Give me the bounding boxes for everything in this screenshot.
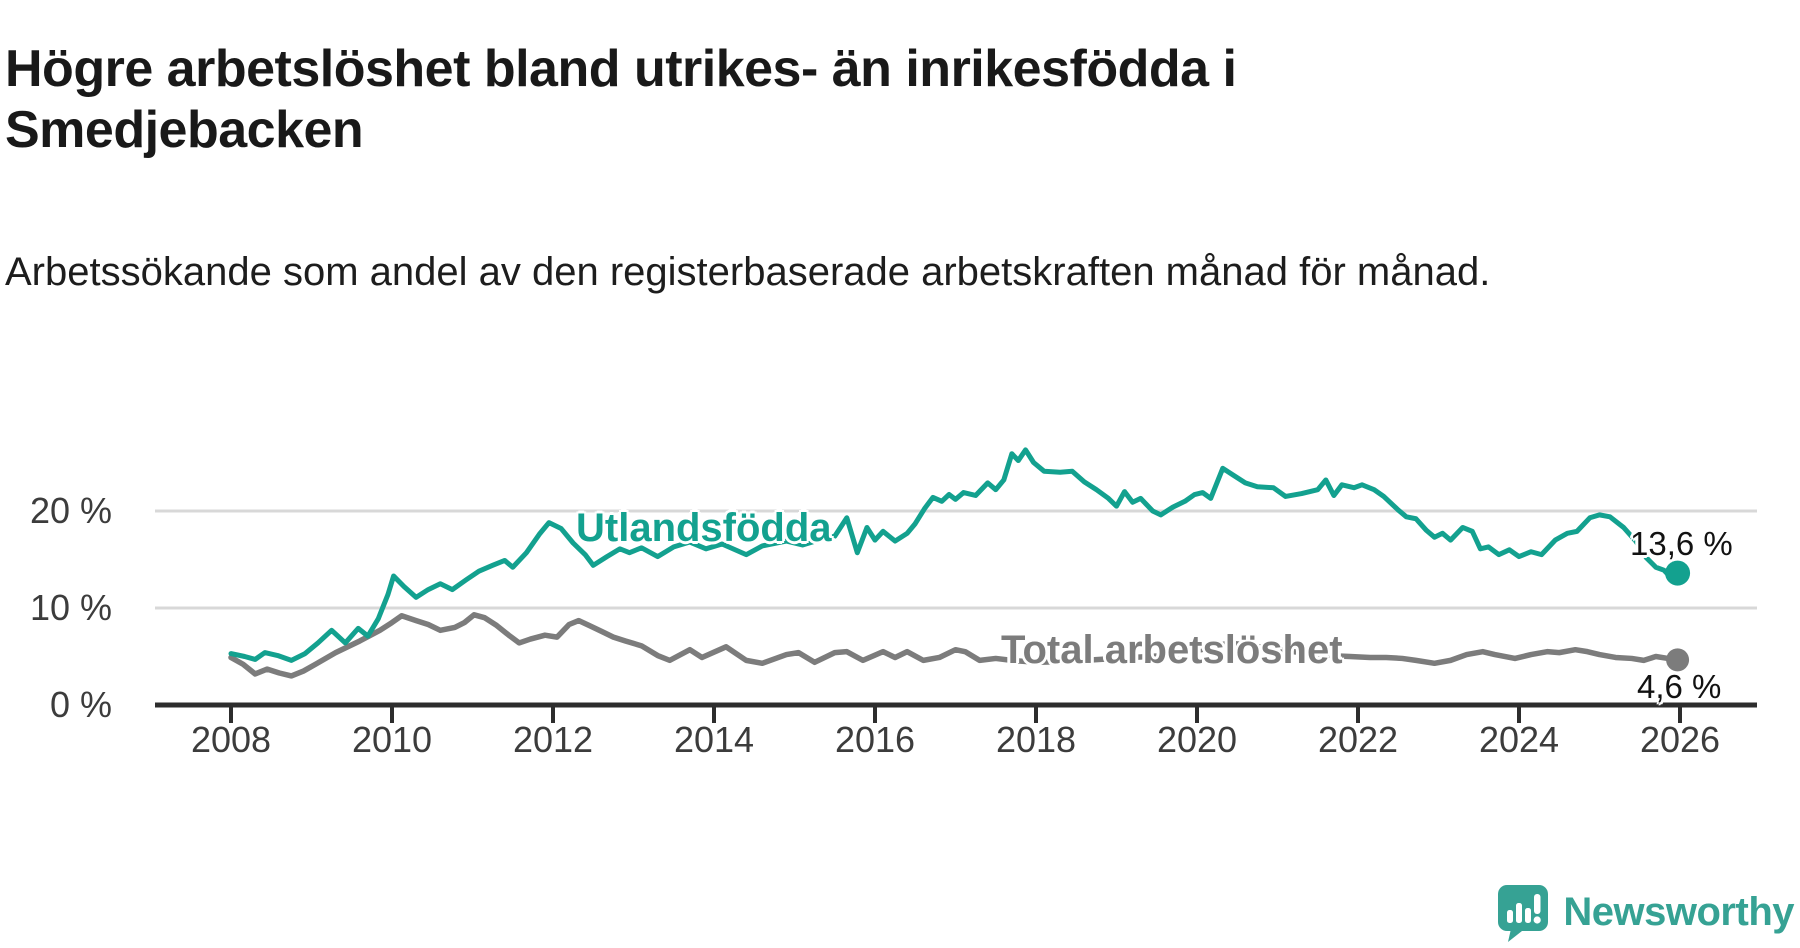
- series-label-total-arbetsloshet: Total arbetslöshet: [1001, 628, 1343, 672]
- newsworthy-wordmark: Newsworthy: [1563, 890, 1794, 934]
- x-tick-label: 2024: [1478, 719, 1560, 760]
- page-title: Högre arbetslöshet bland utrikes- än inr…: [5, 39, 1237, 160]
- newsworthy-logo-icon: [1498, 885, 1549, 942]
- x-tick-label: 2014: [673, 719, 755, 760]
- end-value-label-utlandsfodda: 13,6 %: [1630, 525, 1733, 562]
- x-tick-label: 2026: [1639, 719, 1721, 760]
- y-tick-label: 20 %: [29, 490, 112, 531]
- y-tick-label: 0 %: [49, 684, 112, 725]
- chart-subtitle: Arbetssökande som andel av den registerb…: [5, 250, 1491, 294]
- x-tick-label: 2020: [1156, 719, 1238, 760]
- x-tick-label: 2016: [834, 719, 916, 760]
- x-tick-label: 2018: [995, 719, 1077, 760]
- x-tick-label: 2012: [512, 719, 594, 760]
- y-tick-label: 10 %: [29, 587, 112, 628]
- newsworthy-logo: Newsworthy: [1496, 883, 1794, 942]
- x-tick-label: 2022: [1317, 719, 1399, 760]
- series-label-utlandsfodda: Utlandsfödda: [576, 506, 832, 550]
- end-value-label-total: 4,6 %: [1637, 668, 1722, 705]
- x-tick-label: 2008: [190, 719, 272, 760]
- x-tick-label: 2010: [351, 719, 433, 760]
